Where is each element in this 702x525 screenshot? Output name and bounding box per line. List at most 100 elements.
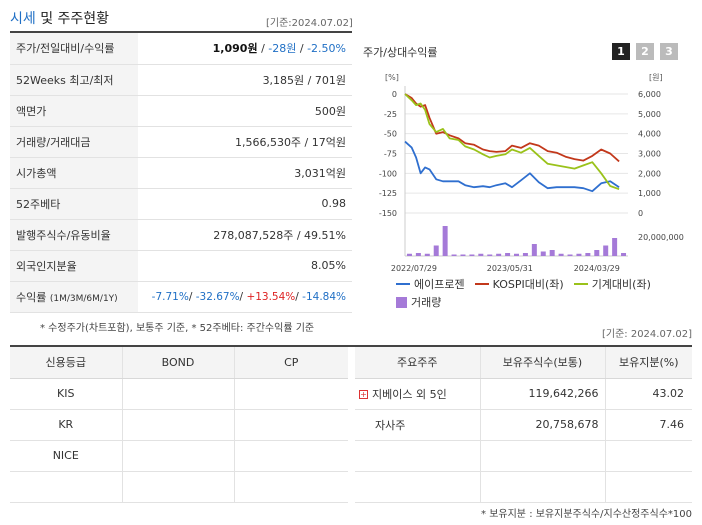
volume-bar (531, 244, 537, 256)
volume-bar (514, 253, 519, 256)
x-tick-label: 2022/07/29 (391, 264, 437, 273)
chart-page-2-button[interactable]: 2 (636, 43, 654, 60)
right-tick-label: 0 (638, 209, 643, 218)
legend-sector: 기계대비(좌) (591, 278, 651, 291)
row-label: 주가/전일대비/수익률 (10, 33, 138, 65)
volume-bar (540, 251, 546, 256)
table-row (355, 471, 692, 503)
row-value: 278,087,528주 / 49.51% (138, 219, 352, 251)
section-title: 시세 및 주주현황 (10, 8, 109, 28)
quote-footnote: * 수정주가(차트포함), 보통주 기준, * 52주베타: 주간수익률 기준 (40, 323, 315, 334)
right-tick-label: 1,000 (638, 189, 661, 198)
table-row (10, 471, 348, 503)
return-1m: -7.71% (151, 290, 189, 303)
agency: KIS (10, 378, 123, 410)
row-value: 0.98 (138, 188, 352, 220)
volume-axis-label: 20,000,000 (638, 233, 684, 242)
volume-bar (460, 254, 466, 256)
x-tick-label: 2023/05/31 (487, 264, 533, 273)
series-line-0 (404, 140, 620, 193)
left-tick-label: -125 (379, 189, 397, 198)
cp-rating (234, 440, 348, 472)
quote-table: 주가/전일대비/수익률 1,090원 / -28원 / -2.50% 52Wee… (10, 33, 352, 313)
holder-shares: 119,642,266 (480, 378, 606, 410)
return-label: 수익률 (16, 290, 47, 304)
divider (10, 31, 352, 33)
expand-plus-icon[interactable]: + (359, 390, 368, 399)
left-tick-label: -150 (379, 209, 397, 218)
left-tick-label: -100 (379, 169, 397, 178)
sep: / (239, 290, 247, 303)
table-row: 주가/전일대비/수익률 1,090원 / -28원 / -2.50% (10, 33, 352, 65)
col-header: 보유지분(%) (605, 347, 692, 379)
volume-bar (585, 253, 591, 256)
row-value: 3,031억원 (138, 157, 352, 189)
table-header: 주요주주 보유주식수(보통) 보유지분(%) (355, 347, 692, 379)
holder-name (355, 471, 481, 503)
row-value: 8.05% (138, 250, 352, 282)
holder-shares (480, 440, 606, 472)
legend-swatch-stock (396, 283, 410, 285)
holders-asof: [기준: 2024.07.02] (601, 329, 692, 340)
col-header: 보유주식수(보통) (480, 347, 606, 379)
holder-pct (605, 471, 692, 503)
col-header: BOND (122, 347, 235, 379)
agency: NICE (10, 440, 123, 472)
chart-page-3-button[interactable]: 3 (660, 43, 678, 60)
volume-bar (594, 250, 600, 256)
row-label: 발행주식수/유동비율 (10, 219, 138, 251)
chart-legend: 에이프로젠 KOSPI대비(좌) 기계대비(좌) 거래량 (396, 276, 651, 310)
legend-swatch-kospi (474, 283, 489, 285)
holder-name: + 지베이스 외 5인 (355, 378, 481, 410)
return-3m: -32.67% (195, 290, 240, 303)
row-value: 500원 (138, 95, 352, 127)
chart-title: 주가/상대수익률 (363, 46, 438, 59)
change-pct: -2.50% (307, 42, 346, 56)
col-header: 신용등급 (10, 347, 123, 379)
chart-page-1-button[interactable]: 1 (612, 43, 630, 60)
holder-name-text: 지베이스 외 5인 (372, 387, 447, 401)
row-value: 3,185원 / 701원 (138, 64, 352, 96)
table-row: 액면가 500원 (10, 95, 352, 127)
table-row: 외국인지분율 8.05% (10, 250, 352, 282)
volume-bar (424, 253, 430, 256)
volume-bar (558, 253, 564, 256)
credit-rating-table: 신용등급 BOND CP KIS KR NICE (10, 347, 348, 503)
table-row: + 지베이스 외 5인 119,642,266 43.02 (355, 378, 692, 410)
left-tick-label: 0 (392, 90, 397, 99)
holder-pct: 7.46 (605, 409, 692, 441)
sep: / (257, 42, 269, 56)
table-row (355, 440, 692, 472)
holder-pct (605, 440, 692, 472)
volume-bar (406, 253, 412, 256)
table-row: 거래량/거래대금 1,566,530주 / 17억원 (10, 126, 352, 158)
volume-bar (567, 254, 573, 256)
volume-bar (505, 253, 511, 256)
volume-bar (603, 245, 609, 256)
legend-stock: 에이프로젠 (414, 278, 465, 291)
divider (10, 345, 692, 347)
return-values: -7.71%/ -32.67%/ +13.54%/ -14.84% (138, 281, 352, 313)
major-holders-table: 주요주주 보유주식수(보통) 보유지분(%) + 지베이스 외 5인 119,64… (355, 347, 692, 503)
table-row: 자사주 20,758,678 7.46 (355, 409, 692, 441)
left-axis-unit: [%] (385, 73, 399, 82)
series-line-2 (404, 93, 620, 191)
right-tick-label: 4,000 (638, 130, 661, 139)
legend-volume: 거래량 (411, 296, 442, 309)
sep: / (188, 290, 196, 303)
table-row: 52주베타 0.98 (10, 188, 352, 220)
return-label-periods: (1M/3M/6M/1Y) (49, 293, 118, 304)
sep: / (296, 42, 308, 56)
volume-bar (522, 253, 528, 256)
volume-bar (612, 238, 618, 256)
right-axis-unit: [원] (649, 73, 663, 82)
table-row: 발행주식수/유동비율 278,087,528주 / 49.51% (10, 219, 352, 251)
table-row: 시가총액 3,031억원 (10, 157, 352, 189)
volume-bar (496, 253, 502, 256)
left-tick-label: -25 (384, 110, 397, 119)
change: -28원 (268, 42, 297, 56)
volume-bar (469, 254, 475, 256)
agency (10, 471, 123, 503)
table-row: KIS (10, 378, 348, 410)
row-value: 1,566,530주 / 17억원 (138, 126, 352, 158)
